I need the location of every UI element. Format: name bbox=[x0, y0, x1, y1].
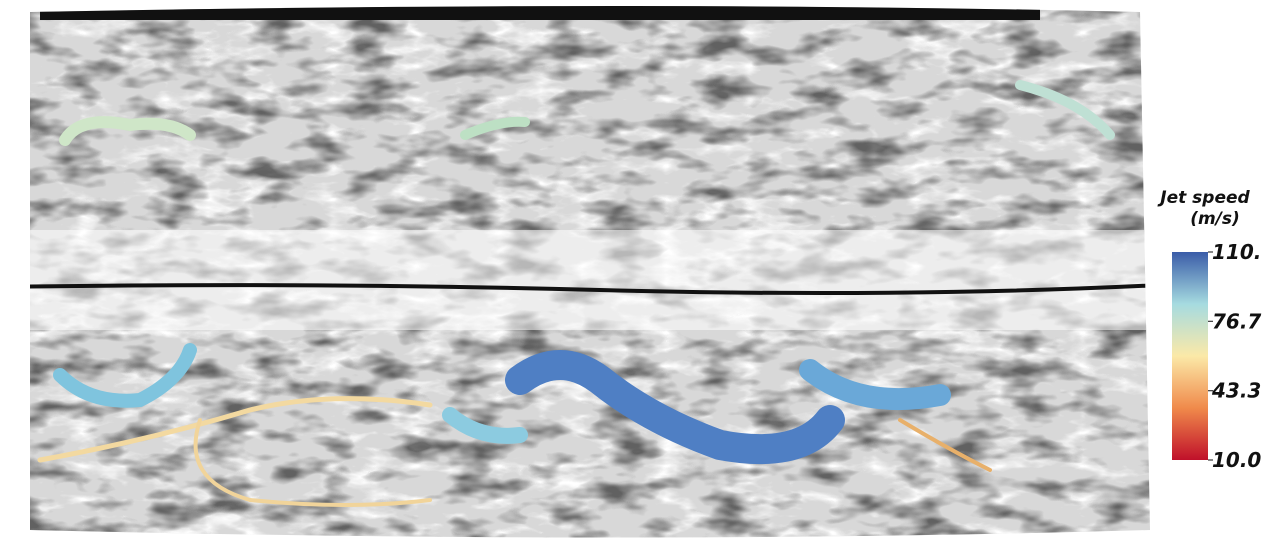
colorbar-title: Jet speed bbox=[1157, 188, 1250, 208]
flow-field bbox=[30, 6, 1150, 538]
tick-label: 76.7 bbox=[1212, 309, 1261, 333]
colorbar-title: (m/s) bbox=[1190, 209, 1240, 229]
tick-label: 10.0 bbox=[1212, 448, 1261, 472]
tick-label: 43.3 bbox=[1211, 379, 1261, 403]
tick-label: 110. bbox=[1212, 240, 1261, 264]
jet-streams bbox=[37, 80, 1115, 507]
colorbar bbox=[1172, 252, 1208, 460]
